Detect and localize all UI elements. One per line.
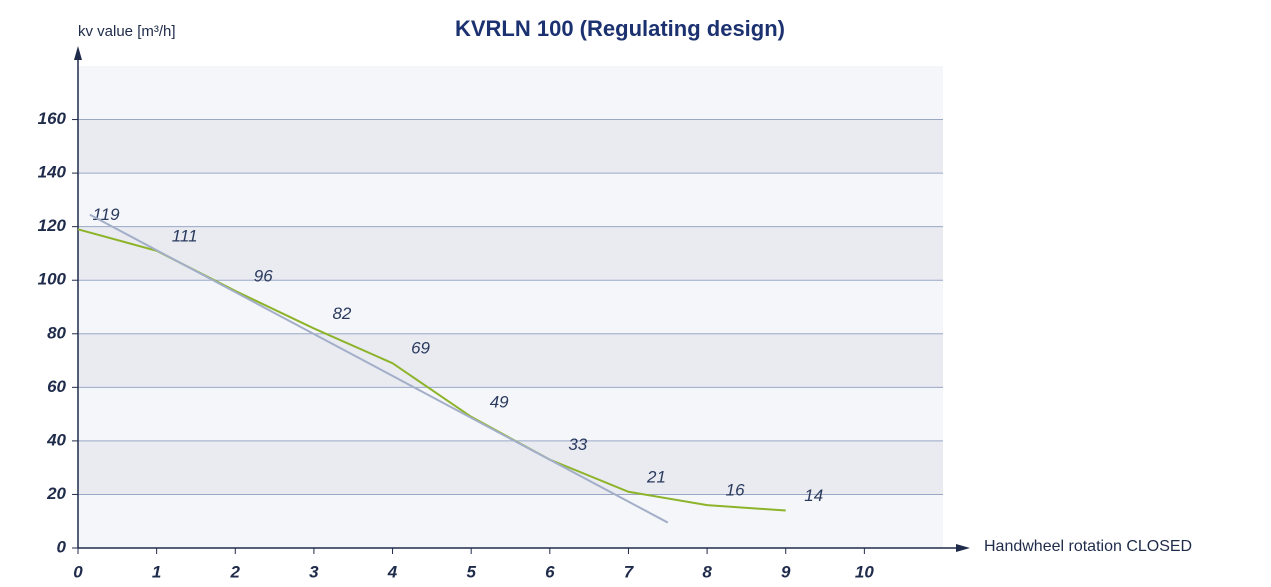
y-tick-label: 100 bbox=[38, 270, 67, 289]
series-line bbox=[89, 213, 669, 524]
x-tick-label: 7 bbox=[624, 562, 635, 581]
y-tick-label: 160 bbox=[38, 109, 67, 128]
x-tick-label: 3 bbox=[309, 562, 319, 581]
plot-band bbox=[78, 440, 943, 495]
value-label: 16 bbox=[726, 481, 745, 500]
x-axis-arrow bbox=[956, 544, 970, 552]
plot-band bbox=[78, 226, 943, 281]
y-tick-label: 120 bbox=[38, 216, 67, 235]
value-label: 96 bbox=[254, 266, 273, 285]
value-label: 69 bbox=[411, 339, 430, 358]
x-tick-label: 4 bbox=[387, 562, 398, 581]
x-tick-label: 9 bbox=[781, 562, 791, 581]
plot-band bbox=[78, 119, 943, 174]
chart-title: KVRLN 100 (Regulating design) bbox=[455, 16, 785, 41]
x-tick-label: 2 bbox=[230, 562, 241, 581]
value-label: 33 bbox=[568, 435, 587, 454]
x-tick-label: 6 bbox=[545, 562, 555, 581]
value-label: 14 bbox=[804, 486, 823, 505]
plot-band bbox=[78, 333, 943, 388]
y-axis-arrow bbox=[74, 46, 82, 60]
y-tick-label: 80 bbox=[47, 323, 66, 342]
y-tick-label: 60 bbox=[47, 377, 66, 396]
x-tick-label: 0 bbox=[73, 562, 83, 581]
value-label: 111 bbox=[172, 226, 198, 245]
value-label: 82 bbox=[332, 304, 351, 323]
value-label: 21 bbox=[646, 467, 666, 486]
x-tick-label: 10 bbox=[855, 562, 874, 581]
y-axis-label: kv value [m³/h] bbox=[78, 23, 176, 40]
value-label: 49 bbox=[490, 392, 509, 411]
x-tick-label: 5 bbox=[466, 562, 476, 581]
y-tick-label: 140 bbox=[38, 163, 67, 182]
x-tick-label: 8 bbox=[702, 562, 712, 581]
x-tick-label: 1 bbox=[152, 562, 161, 581]
y-tick-label: 20 bbox=[46, 484, 66, 503]
x-axis-label: Handwheel rotation CLOSED bbox=[984, 538, 1192, 555]
y-tick-label: 0 bbox=[57, 537, 67, 556]
y-tick-label: 40 bbox=[46, 430, 66, 449]
value-label: 119 bbox=[92, 205, 120, 224]
